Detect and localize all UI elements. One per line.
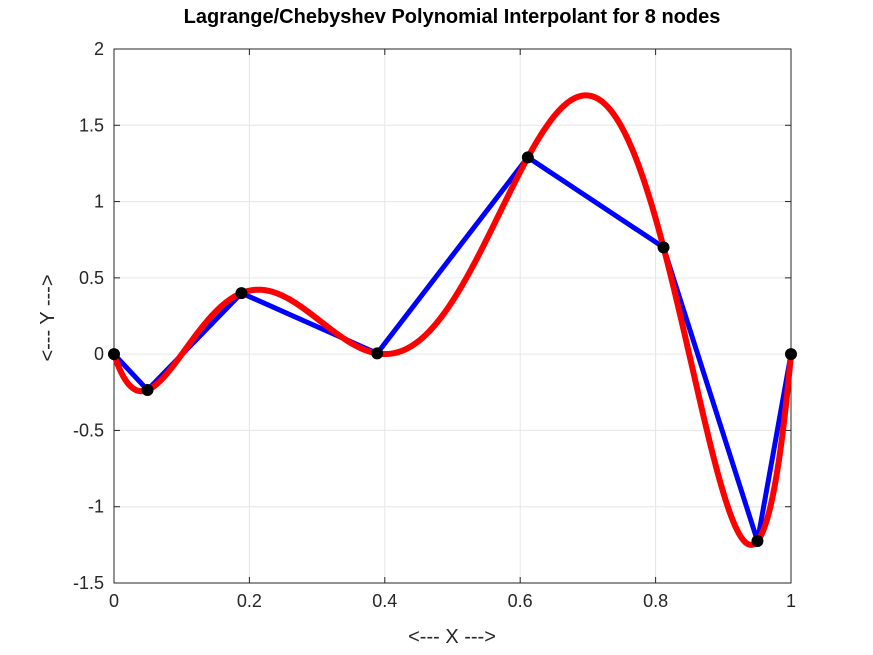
ticks: 0 0.2 0.4 0.6 0.8 1 -1.5 -1 -0.5 0 0.5 1 1.5 2	[73, 39, 796, 611]
marker-layer	[108, 151, 797, 548]
x-tick-label: 0.8	[643, 591, 668, 611]
y-tick-label: -0.5	[73, 420, 104, 440]
node-marker	[141, 383, 154, 396]
y-tick-label: 0	[94, 344, 104, 364]
x-tick-label: 0.2	[237, 591, 262, 611]
y-tick-label: 1	[94, 192, 104, 212]
y-tick-label: -1.5	[73, 573, 104, 593]
node-marker	[235, 287, 248, 300]
plot-frame	[113, 48, 792, 584]
node-marker	[785, 348, 797, 361]
x-tick-label: 0	[109, 591, 119, 611]
node-marker	[751, 535, 764, 548]
node-marker	[657, 241, 670, 254]
chart-title: Lagrange/Chebyshev Polynomial Interpolan…	[184, 6, 721, 28]
x-tick-label: 0.6	[508, 591, 533, 611]
y-tick-label: -1	[88, 497, 104, 517]
node-marker	[108, 348, 120, 361]
node-marker	[521, 151, 534, 164]
x-tick-label: 0.4	[372, 591, 397, 611]
series-line-polynomial	[111, 92, 794, 548]
y-axis-label: <--- Y --->	[37, 274, 59, 361]
x-axis-label: <--- X --->	[408, 626, 496, 648]
y-tick-label: 1.5	[79, 115, 104, 135]
y-tick-label: 2	[94, 39, 104, 59]
x-tick-label: 1	[786, 591, 796, 611]
y-tick-label: 0.5	[79, 268, 104, 288]
series-layer	[111, 92, 794, 548]
node-marker	[371, 347, 384, 360]
